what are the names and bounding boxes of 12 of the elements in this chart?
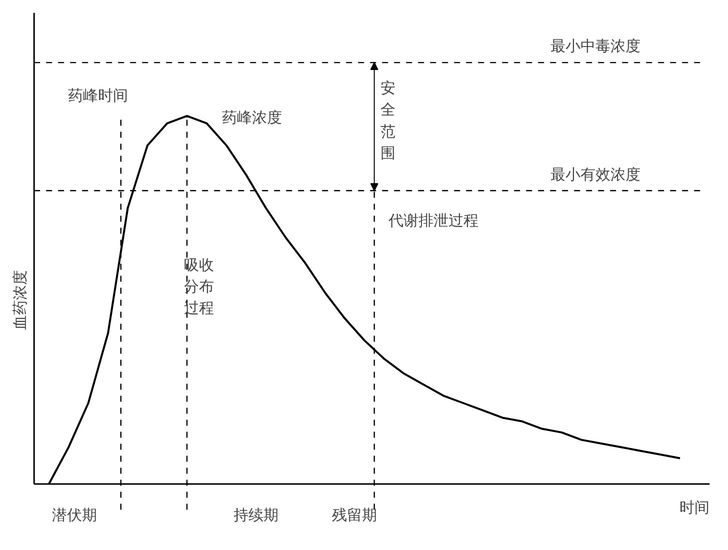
annotation: 代谢排泄过程: [387, 212, 478, 230]
text: 潜伏期: [52, 506, 98, 524]
x-axis-title: 时间: [680, 498, 710, 517]
ref-line-label: 最小中毒浓度: [550, 37, 641, 56]
y-axis-title: 血药浓度: [11, 270, 30, 330]
annotation: 药峰浓度: [222, 108, 282, 127]
text: 药峰时间: [68, 86, 128, 104]
ref-line-label: 最小有效浓度: [550, 165, 641, 184]
annotation: 安全范围: [380, 79, 396, 162]
text: 持续期: [233, 506, 278, 524]
annotation: 吸收分布过程: [184, 256, 214, 317]
text: 残留期: [332, 506, 378, 524]
